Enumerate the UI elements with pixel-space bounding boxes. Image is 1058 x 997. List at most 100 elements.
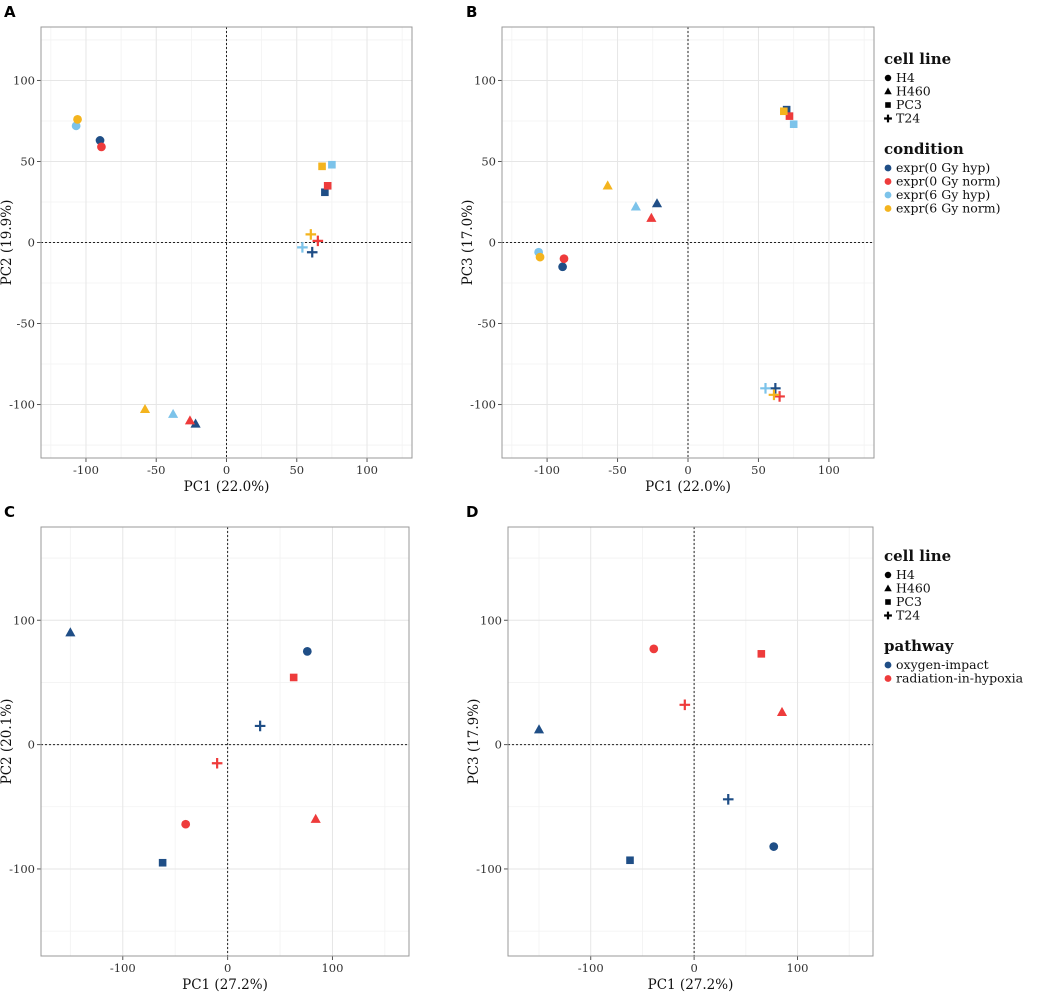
- legend-key-circle: [884, 74, 892, 82]
- panel-letter: D: [466, 503, 478, 521]
- x-tick-label: -50: [608, 463, 627, 477]
- x-tick-label: 0: [690, 961, 697, 975]
- data-point: [184, 415, 196, 425]
- x-tick-label: -100: [534, 463, 560, 477]
- legend-title: pathway: [884, 637, 955, 655]
- panel-letter: B: [466, 3, 477, 21]
- x-axis-title: PC1 (22.0%): [184, 479, 270, 495]
- data-point: [770, 383, 781, 394]
- data-point: [211, 757, 223, 769]
- x-tick-label: 100: [818, 463, 840, 477]
- data-point: [626, 856, 634, 865]
- panel-c: C -100 0 100 -100 0 100 PC1 (27.2%) PC2 (20.1%): [0, 503, 410, 993]
- panel-d: D -100 0 100 -100 0 100 PC1 (27.2%) PC3 (17.9%): [466, 503, 874, 993]
- plot-border: [507, 526, 874, 957]
- y-axis-title: PC3 (17.9%): [466, 699, 482, 785]
- legend-key-color: [884, 661, 892, 669]
- x-tick-label: 50: [289, 463, 304, 477]
- data-point: [328, 160, 336, 169]
- data-point: [306, 246, 318, 258]
- data-point: [760, 383, 771, 394]
- legend-label: H4: [896, 70, 915, 85]
- y-tick-label: 100: [474, 73, 496, 87]
- data-point: [73, 114, 82, 124]
- x-axis-title: PC1 (22.0%): [645, 479, 731, 495]
- data-point: [789, 120, 798, 129]
- data-points: [534, 105, 798, 402]
- data-point: [630, 201, 641, 211]
- y-tick-label: 100: [480, 613, 502, 627]
- legend-key-triangle: [884, 584, 892, 592]
- legend-label: expr(0 Gy norm): [896, 174, 1001, 189]
- data-point: [646, 212, 657, 222]
- legend-label: expr(6 Gy hyp): [896, 187, 990, 202]
- y-axis-title: PC3 (17.0%): [460, 200, 476, 286]
- data-point: [602, 180, 613, 190]
- panel-b: B -100 -50 0 50 100 -100 -50 0 50 100 PC1 (22.0%) PC…: [460, 3, 875, 495]
- panel-a: A -100 -50 0 50 100 -100 -50 0 50 100 PC1 (22.0%) PC…: [0, 3, 413, 495]
- legend-label: T24: [896, 111, 920, 126]
- plot-background: [508, 527, 873, 956]
- legend-key-color: [884, 205, 892, 212]
- data-point: [774, 391, 785, 402]
- data-point: [649, 644, 659, 654]
- legend-title: cell line: [884, 547, 951, 565]
- x-tick-label: 0: [684, 463, 691, 477]
- y-tick-label: -50: [477, 317, 496, 331]
- data-points: [71, 114, 336, 428]
- data-point: [139, 403, 151, 414]
- data-point: [785, 112, 794, 120]
- legend-key-square: [885, 599, 891, 605]
- legend-label: T24: [896, 608, 920, 623]
- data-point: [289, 673, 298, 682]
- legend-label: H460: [896, 581, 931, 596]
- legend-key-plus: [884, 114, 892, 123]
- plot-border: [40, 526, 410, 957]
- legend-key-color: [884, 164, 892, 172]
- legend-label: H460: [896, 84, 931, 99]
- x-axis-title: PC1 (27.2%): [648, 977, 734, 993]
- data-point: [181, 819, 191, 829]
- x-tick-label: -100: [578, 961, 604, 975]
- data-point: [297, 242, 308, 253]
- legend-key-color: [884, 178, 892, 185]
- legend-label: PC3: [896, 594, 922, 609]
- data-points: [65, 627, 321, 867]
- x-axis-title: PC1 (27.2%): [182, 977, 268, 993]
- legend-key-color: [884, 675, 892, 682]
- data-point: [559, 254, 569, 264]
- legend-title: cell line: [884, 50, 951, 68]
- legend-key-color: [884, 191, 892, 199]
- data-point: [780, 107, 788, 116]
- y-tick-label: -100: [9, 398, 35, 412]
- legend-key-plus: [884, 611, 892, 620]
- x-tick-label: -100: [73, 463, 99, 477]
- data-point: [533, 724, 545, 734]
- y-tick-label: -50: [16, 317, 35, 331]
- y-tick-label: 50: [481, 154, 496, 168]
- x-tick-label: -100: [110, 961, 136, 975]
- data-point: [769, 842, 779, 851]
- data-point: [310, 813, 321, 823]
- data-point: [97, 142, 106, 152]
- y-tick-label: -100: [9, 862, 35, 876]
- panel-letter: C: [4, 503, 15, 521]
- data-point: [768, 389, 780, 401]
- data-point: [722, 794, 734, 805]
- data-point: [65, 627, 76, 637]
- data-point: [312, 235, 324, 247]
- y-tick-label: 0: [489, 236, 496, 250]
- data-point: [305, 229, 317, 240]
- y-tick-label: 0: [28, 236, 35, 250]
- legend-label: expr(6 Gy norm): [896, 201, 1001, 216]
- data-point: [302, 646, 312, 656]
- legend-label: H4: [896, 567, 915, 582]
- y-tick-label: 0: [495, 738, 502, 752]
- x-tick-label: -50: [147, 463, 166, 477]
- legend-label: radiation-in-hypoxia: [896, 671, 1024, 686]
- y-axis-title: PC2 (19.9%): [0, 200, 15, 286]
- y-axis-title: PC2 (20.1%): [0, 699, 15, 785]
